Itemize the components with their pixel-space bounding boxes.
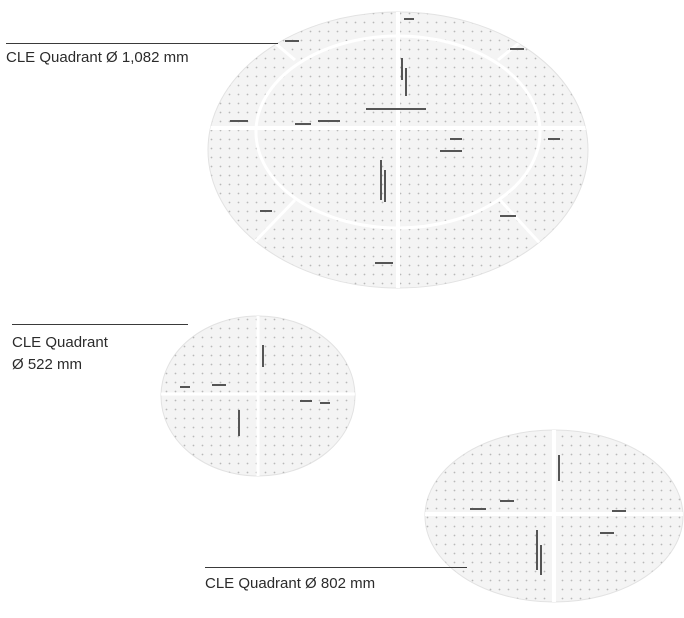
medium-quadrant-caption: CLE Quadrant Ø 802 mm (205, 575, 376, 592)
small-quadrant-caption-line2: Ø 522 mm (12, 356, 83, 373)
small-quadrant-caption-line1: CLE Quadrant (12, 334, 108, 351)
large-quadrant-disc (207, 11, 589, 289)
large-quadrant-caption: CLE Quadrant Ø 1,082 mm (6, 49, 189, 66)
large-caption-leader (6, 43, 278, 44)
medium-graduations (470, 455, 626, 575)
medium-quadrant-disc (424, 429, 684, 603)
large-graduations (230, 18, 560, 264)
small-graduations (180, 345, 330, 436)
small-quadrant-disc (160, 315, 356, 477)
medium-caption-leader (205, 567, 467, 568)
small-caption-leader (12, 324, 188, 325)
